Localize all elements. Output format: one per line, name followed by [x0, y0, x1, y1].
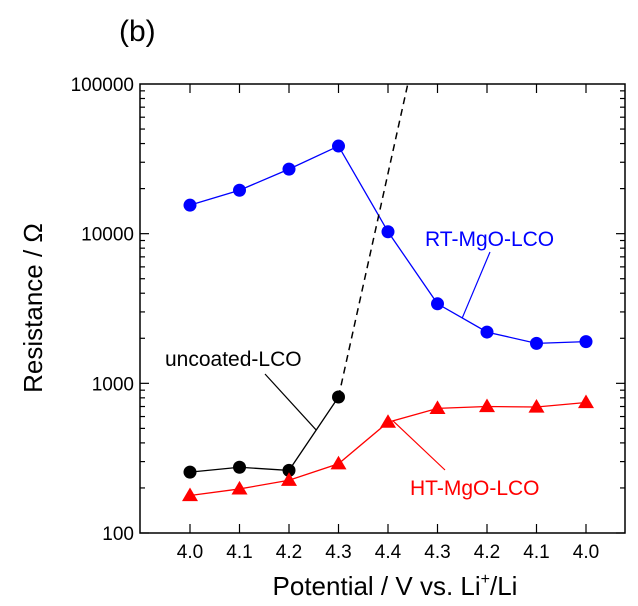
x-axis-ticks: 4.0 4.1 4.2 4.3 4.4 4.3 4.2 4.1 4.0 [177, 84, 599, 563]
data-point-HT-MgO-LCO [479, 398, 495, 413]
data-point-HT-MgO-LCO [281, 472, 297, 486]
x-axis-title-main: Potential / V vs. Li [273, 571, 481, 601]
series-layer [182, 83, 594, 502]
annotation-label: RT-MgO-LCO [425, 228, 554, 251]
annotation-pointer-line [264, 373, 317, 431]
data-point-HT-MgO-LCO [330, 455, 347, 470]
y-axis-title: Resistance / Ω [18, 223, 48, 393]
annotation-pointer-line [392, 420, 446, 471]
annotation-label: uncoated-LCO [165, 348, 302, 371]
data-point-uncoated-LCO [233, 460, 246, 474]
data-point-RT-MgO-LCO [431, 297, 444, 311]
data-point-uncoated-LCO [282, 463, 296, 477]
y-tick-label: 100000 [71, 75, 134, 96]
data-point-HT-MgO-LCO [528, 398, 545, 413]
extrapolation-dashed-line [337, 83, 409, 398]
annotation-label: HT-MgO-LCO [410, 477, 540, 500]
data-point-RT-MgO-LCO [282, 162, 296, 176]
x-tick-label: 4.0 [573, 542, 599, 563]
data-point-RT-MgO-LCO [579, 335, 593, 349]
x-tick-label: 4.3 [424, 542, 450, 563]
data-point-HT-MgO-LCO [380, 414, 396, 428]
data-point-HT-MgO-LCO [578, 394, 594, 409]
annotation-pointer-line [461, 251, 491, 319]
data-point-HT-MgO-LCO [231, 480, 248, 495]
data-point-RT-MgO-LCO [381, 225, 395, 239]
data-point-HT-MgO-LCO [429, 400, 446, 415]
x-axis-title-superscript: + [481, 571, 490, 588]
x-tick-label: 4.2 [474, 542, 500, 563]
data-point-RT-MgO-LCO [480, 325, 494, 339]
x-tick-label: 4.1 [226, 542, 252, 563]
x-axis-title: Potential / V vs. Li+/Li [273, 571, 518, 601]
data-point-RT-MgO-LCO [530, 336, 543, 350]
data-point-RT-MgO-LCO [183, 198, 197, 212]
x-tick-label: 4.2 [276, 542, 302, 563]
y-tick-label: 10000 [81, 225, 134, 246]
x-tick-label: 4.3 [325, 542, 351, 563]
panel-label: (b) [119, 15, 156, 48]
y-tick-label: 100 [102, 524, 134, 545]
series-line-uncoated-LCO [189, 396, 340, 473]
x-tick-label: 4.0 [177, 542, 203, 563]
data-point-uncoated-LCO [183, 465, 197, 479]
data-point-HT-MgO-LCO [182, 487, 198, 502]
y-tick-label: 1000 [92, 374, 134, 395]
plot-frame [139, 83, 626, 534]
data-point-RT-MgO-LCO [233, 183, 246, 197]
annotation-layer: RT-MgO-LCO uncoated-LCO HT-MgO-LCO [165, 228, 554, 500]
plot-border [139, 83, 626, 534]
x-tick-label: 4.4 [375, 542, 402, 563]
y-axis-ticks: 100 1000 10000 100000 [71, 75, 625, 545]
x-axis-title-tail: /Li [490, 571, 517, 601]
data-point-RT-MgO-LCO [332, 139, 345, 153]
x-tick-label: 4.1 [523, 542, 549, 563]
